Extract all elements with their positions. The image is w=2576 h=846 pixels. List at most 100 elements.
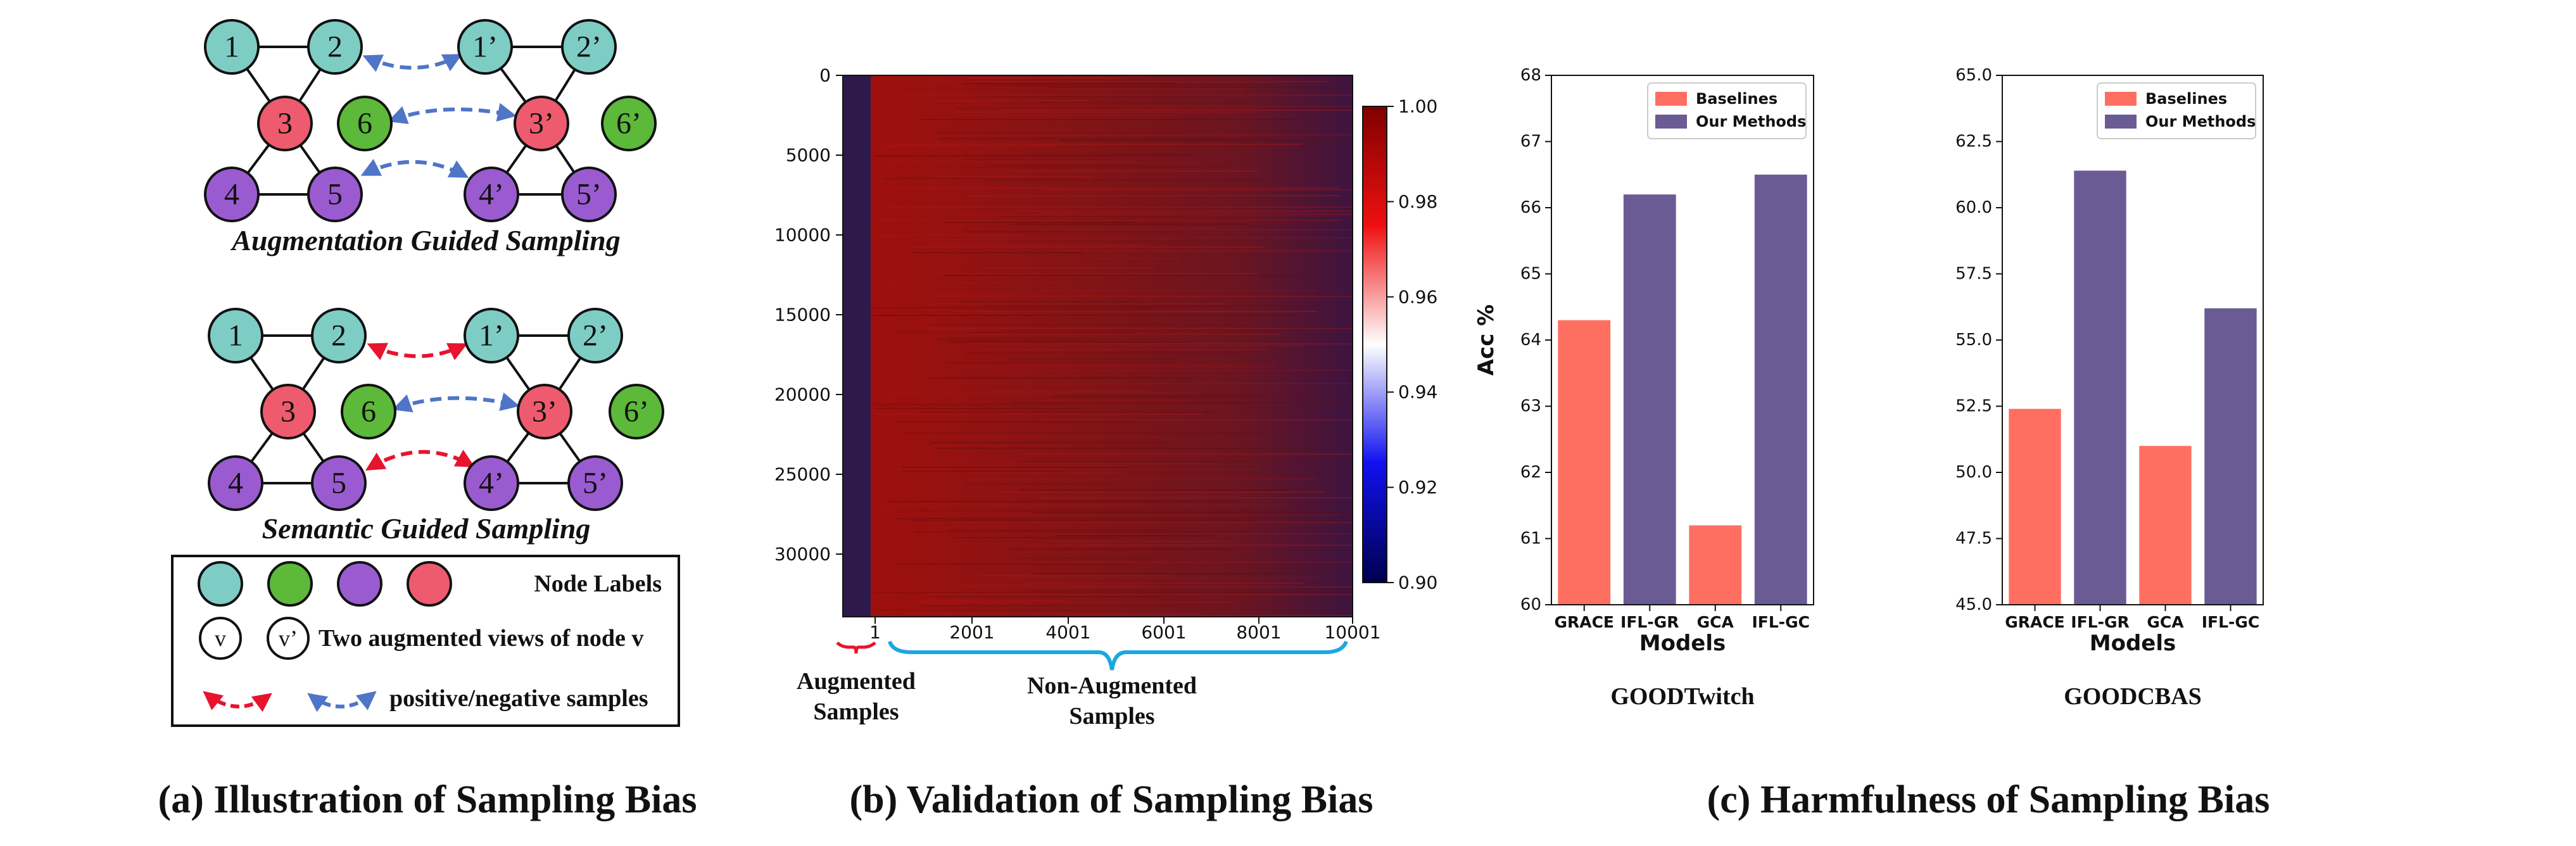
heatmap-streak <box>1051 396 1263 398</box>
y-tick-label: 47.5 <box>1955 529 1992 548</box>
heatmap-streak <box>911 510 1322 512</box>
heatmap-streak <box>922 119 1321 120</box>
node-1 <box>208 308 263 363</box>
y-tick-label: 60.0 <box>1955 198 1992 217</box>
heatmap-streak <box>893 187 1339 189</box>
heatmap-streak <box>875 146 1057 147</box>
heatmap-y-axis: 0 5000 10000 15000 20000 25000 30000 <box>774 65 843 565</box>
node-label: 4 <box>224 178 239 212</box>
heatmap-streak <box>964 334 1281 335</box>
heatmap-streak <box>874 408 1082 409</box>
heatmap-streak <box>995 533 1353 534</box>
y-tick-label: 55.0 <box>1955 331 1992 350</box>
chart-legend: Baselines Our Methods <box>1647 82 1807 139</box>
node-label: 1’ <box>472 30 498 64</box>
heatmap-streak <box>885 206 1353 208</box>
graph2-title: Semantic Guided Sampling <box>262 512 591 545</box>
x-axis-title: Models <box>1639 631 1726 656</box>
heatmap-streak <box>982 267 1156 268</box>
y-axis-title: Acc % <box>1474 305 1499 376</box>
node-label: 3 <box>277 107 293 141</box>
x-tick-label: IFL-GR <box>2071 613 2129 631</box>
heatmap-streak <box>978 575 1170 576</box>
y-tick-label: 57.5 <box>1955 265 1992 284</box>
heatmap-streak <box>952 311 1318 312</box>
y-tick-label: 60 <box>1520 595 1541 614</box>
colorbar-tick-label: 0.98 <box>1398 191 1437 212</box>
colorbar-tick-label: 0.94 <box>1398 382 1437 403</box>
heatmap-streak <box>1009 358 1173 360</box>
positive-pair-arrow <box>367 343 468 360</box>
legend-view-node <box>199 617 242 660</box>
bar-gca <box>2139 446 2192 605</box>
node-4 <box>208 455 263 511</box>
heatmap-streak <box>954 115 1175 117</box>
x-tick-label: GRACE <box>2005 613 2065 631</box>
heatmap-streak <box>1020 461 1353 462</box>
heatmap-streak <box>1000 330 1353 331</box>
heatmap-streak <box>1020 489 1353 491</box>
positive-pair-arrow <box>365 450 476 471</box>
heatmap-streak <box>937 338 1094 339</box>
heatmap-streak <box>1009 241 1353 242</box>
node-label: 3 <box>281 395 296 429</box>
node-label: 1’ <box>479 319 504 353</box>
heatmap-streak <box>1045 541 1232 542</box>
colorbar-tick-label: 0.90 <box>1398 572 1437 593</box>
heatmap-streak <box>916 303 1229 305</box>
heatmap-noise <box>871 75 1353 616</box>
non-augmented-label: Samples <box>1069 703 1154 729</box>
y-tick-label: 61 <box>1520 529 1541 548</box>
node-3-view <box>517 384 572 439</box>
heatmap-streak <box>955 584 1143 586</box>
node-label: 6’ <box>616 107 641 141</box>
heatmap-streak <box>893 332 1136 333</box>
colorbar-tick-label: 0.92 <box>1398 477 1437 498</box>
node-2-view <box>567 308 623 363</box>
augmented-label: Augmented <box>797 668 916 695</box>
plot-frame <box>2002 75 2264 605</box>
heatmap-streak <box>901 470 1062 472</box>
heatmap-streak <box>912 239 1178 240</box>
node-3 <box>260 384 316 439</box>
y-tick-label: 68 <box>1520 66 1541 85</box>
legend-swatch-green <box>267 561 313 607</box>
augmented-brace <box>836 641 876 654</box>
heatmap-streak <box>966 478 1317 479</box>
heatmap-streak <box>1021 163 1196 164</box>
heatmap-streak <box>1058 615 1353 616</box>
legend-swatch <box>2105 115 2137 129</box>
node-label: 6 <box>361 395 376 429</box>
heatmap-streak <box>902 467 1127 468</box>
heatmap-streak <box>918 465 1132 466</box>
heatmap-streak <box>995 491 1327 493</box>
heatmap-streak <box>982 305 1344 306</box>
bar-ifl-gr <box>2074 170 2126 605</box>
heatmap-streak <box>1040 229 1353 230</box>
chart-goodtwitch: 60 61 62 63 64 65 66 67 68 GRACE IFL-GR GCA IFL-GC Mo… <box>1474 66 1814 710</box>
heatmap-streak <box>976 237 1353 238</box>
legend-node-labels: Node Labels <box>534 571 662 597</box>
node-6 <box>341 384 396 439</box>
bar-grace <box>1558 320 1611 605</box>
heatmap-streak <box>871 315 1297 316</box>
graph1-title: Augmentation Guided Sampling <box>230 224 620 256</box>
x-tick-label: IFL-GC <box>2202 613 2260 631</box>
heatmap-streak <box>990 391 1150 392</box>
node-label: 6’ <box>624 395 649 429</box>
augmented-label: Samples <box>813 698 899 725</box>
node-2 <box>311 308 367 363</box>
heatmap-streak <box>923 600 1067 601</box>
heatmap-streak <box>944 222 1137 223</box>
heatmap-streak <box>1037 497 1353 498</box>
heatmap-streak <box>966 77 1121 79</box>
node-label: 5 <box>331 467 346 500</box>
heatmap-streak <box>954 111 1257 113</box>
heatmap-streak <box>931 596 1161 597</box>
node-label: 2’ <box>576 30 602 64</box>
legend-view-label: v <box>215 626 226 651</box>
heatmap-streak <box>1000 110 1353 111</box>
heatmap-streak <box>874 404 1066 405</box>
x-tick-label: IFL-GR <box>1620 613 1679 631</box>
heatmap-streak <box>1014 106 1353 107</box>
